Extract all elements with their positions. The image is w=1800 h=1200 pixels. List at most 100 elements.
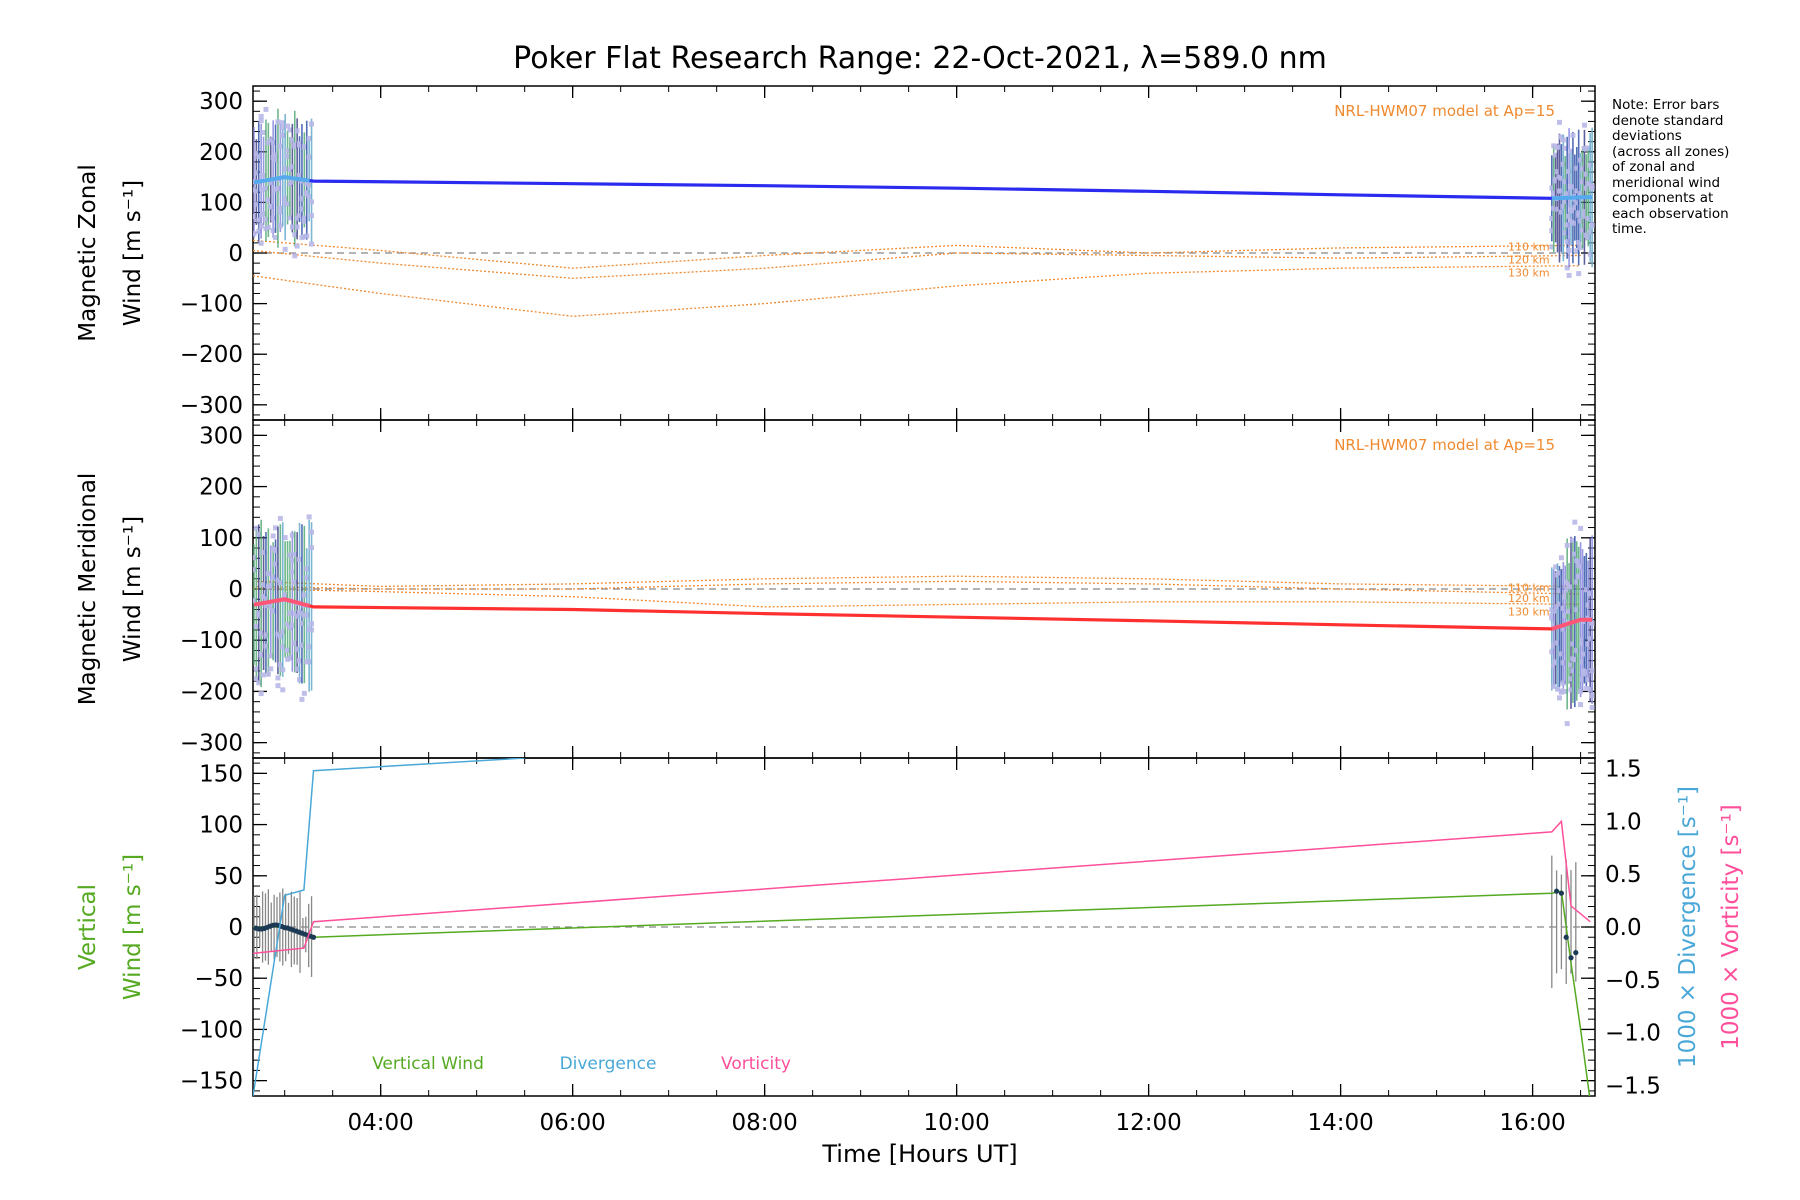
zone-sample-point bbox=[299, 642, 305, 648]
zone-sample-point bbox=[258, 113, 264, 119]
zone-sample-point bbox=[1568, 148, 1574, 154]
y-tick-label: 100 bbox=[199, 190, 243, 216]
zone-sample-point bbox=[1562, 145, 1568, 151]
zone-sample-point bbox=[294, 224, 300, 230]
zone-sample-point bbox=[253, 231, 257, 237]
zone-sample-point bbox=[1587, 636, 1593, 642]
zone-sample-point bbox=[1578, 702, 1584, 708]
zone-sample-point bbox=[270, 608, 276, 614]
zone-sample-point bbox=[253, 170, 259, 176]
zone-sample-point bbox=[1560, 680, 1566, 686]
zone-sample-point bbox=[258, 118, 264, 124]
zone-sample-point bbox=[1580, 640, 1586, 646]
zone-sample-point bbox=[1580, 659, 1586, 665]
zone-sample-point bbox=[1578, 190, 1584, 196]
vertical-wind-point bbox=[310, 934, 317, 940]
y-tick-label: 200 bbox=[199, 140, 243, 166]
zone-sample-point bbox=[1551, 623, 1557, 629]
zone-sample-point bbox=[285, 621, 291, 627]
zone-sample-point bbox=[297, 556, 303, 562]
zone-sample-point bbox=[289, 622, 295, 628]
zone-sample-point bbox=[1581, 213, 1587, 219]
zone-sample-point bbox=[1568, 662, 1574, 668]
zone-sample-point bbox=[1566, 168, 1572, 174]
zone-sample-point bbox=[1570, 132, 1576, 138]
zone-sample-point bbox=[301, 592, 307, 598]
zone-sample-point bbox=[1580, 676, 1586, 682]
observed-mean-segment bbox=[253, 597, 311, 608]
zone-sample-point bbox=[1578, 563, 1584, 569]
zone-sample-point bbox=[1555, 686, 1561, 692]
x-tick-label: 14:00 bbox=[1307, 1110, 1373, 1136]
zone-sample-point bbox=[282, 592, 288, 598]
zone-sample-point bbox=[1562, 179, 1568, 185]
zone-sample-point bbox=[309, 199, 315, 205]
zone-sample-point bbox=[306, 193, 312, 199]
zone-sample-point bbox=[282, 535, 288, 541]
zone-sample-point bbox=[297, 658, 303, 664]
zone-sample-point bbox=[297, 141, 303, 147]
zone-sample-point bbox=[309, 241, 315, 247]
model-curve bbox=[253, 575, 1581, 588]
divergence-line bbox=[253, 758, 525, 1096]
zone-sample-point bbox=[294, 666, 300, 672]
zone-sample-point bbox=[268, 583, 274, 589]
zone-sample-point bbox=[309, 627, 315, 633]
zone-sample-point bbox=[1551, 143, 1557, 149]
model-altitude-label: 130 km bbox=[1508, 605, 1550, 618]
zone-sample-point bbox=[277, 206, 283, 212]
zone-sample-point bbox=[1560, 161, 1566, 167]
zone-sample-point bbox=[261, 211, 267, 217]
y-tick-label: −300 bbox=[180, 731, 243, 757]
zone-sample-point bbox=[256, 680, 262, 686]
zone-sample-point bbox=[1572, 551, 1578, 557]
zone-sample-point bbox=[297, 213, 303, 219]
plot-area-meridional bbox=[253, 514, 1595, 727]
zone-sample-point bbox=[1556, 119, 1562, 125]
y-axis-title-line2: Wind [m s⁻¹] bbox=[120, 180, 146, 326]
zone-sample-point bbox=[289, 569, 295, 575]
vertical-wind-point bbox=[1573, 950, 1579, 956]
y-axis-title-line2: Wind [m s⁻¹] bbox=[120, 854, 146, 1000]
zone-sample-point bbox=[306, 182, 312, 188]
zone-sample-point bbox=[261, 582, 267, 588]
zone-sample-point bbox=[1587, 251, 1593, 257]
observed-mean-segment bbox=[1551, 195, 1593, 201]
zone-sample-point bbox=[1585, 641, 1591, 647]
zone-sample-point bbox=[258, 630, 264, 636]
y-tick-label: −150 bbox=[180, 1069, 243, 1095]
zone-sample-point bbox=[304, 566, 310, 572]
divergence-axis-title: 1000 × Divergence [s⁻¹] bbox=[1675, 786, 1701, 1068]
zone-sample-point bbox=[263, 106, 269, 112]
zone-sample-point bbox=[1558, 188, 1564, 194]
zone-sample-point bbox=[1578, 218, 1584, 224]
zone-sample-point bbox=[1581, 209, 1587, 215]
zone-sample-point bbox=[1589, 668, 1595, 674]
zone-sample-point bbox=[277, 209, 283, 215]
zone-sample-point bbox=[1585, 677, 1591, 683]
y-axis-title-line1: Magnetic Zonal bbox=[75, 164, 101, 342]
zone-sample-point bbox=[285, 154, 291, 160]
vertical-wind-point bbox=[1563, 934, 1569, 940]
zone-sample-point bbox=[1551, 683, 1557, 689]
zone-sample-point bbox=[280, 132, 286, 138]
model-altitude-label: 120 km bbox=[1508, 254, 1550, 267]
zone-sample-point bbox=[299, 620, 305, 626]
zone-sample-point bbox=[1551, 662, 1557, 668]
zone-sample-point bbox=[299, 196, 305, 202]
zone-sample-point bbox=[268, 137, 274, 143]
zone-sample-point bbox=[1585, 215, 1591, 221]
zone-sample-point bbox=[1551, 205, 1557, 211]
zone-sample-point bbox=[1549, 649, 1555, 655]
x-axis-title: Time [Hours UT] bbox=[821, 1140, 1017, 1168]
zone-sample-point bbox=[1566, 213, 1572, 219]
zone-sample-point bbox=[306, 514, 312, 520]
zone-sample-point bbox=[1589, 704, 1595, 710]
zone-sample-point bbox=[256, 531, 262, 537]
zone-sample-point bbox=[1574, 188, 1580, 194]
zone-sample-point bbox=[277, 634, 283, 640]
zone-sample-point bbox=[1578, 525, 1584, 531]
y-tick-label: 150 bbox=[199, 761, 243, 787]
zone-sample-point bbox=[289, 532, 295, 538]
zone-sample-point bbox=[258, 691, 264, 697]
